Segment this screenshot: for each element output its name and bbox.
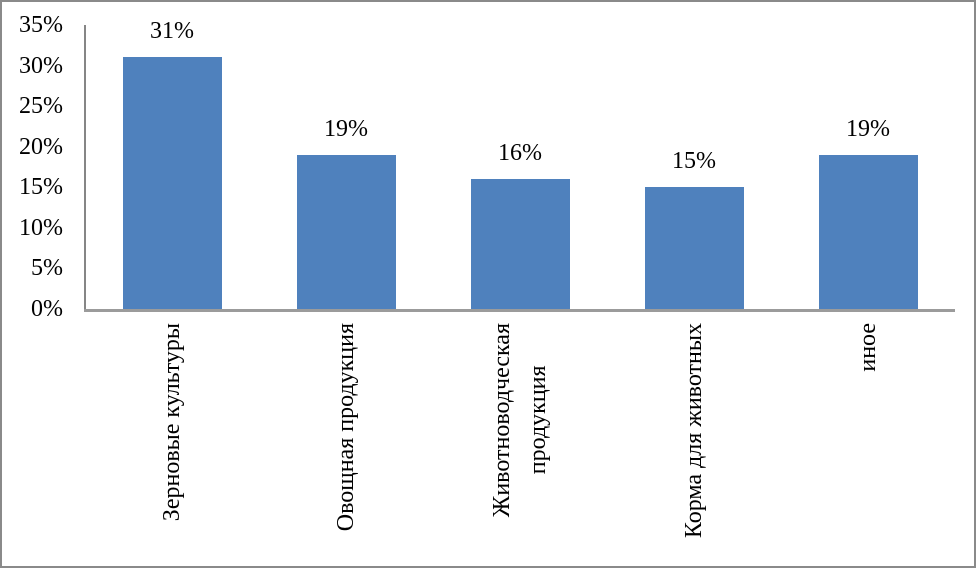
category-label-cell: Зерновые культуры — [85, 323, 259, 563]
y-axis-tick-label: 30% — [19, 52, 63, 79]
category-label: Корма для животных — [681, 323, 707, 539]
y-axis-tick-label: 0% — [31, 296, 63, 322]
bar-value-label: 15% — [672, 148, 716, 174]
y-axis-tick-label: 35% — [19, 12, 63, 38]
bar-value-label: 19% — [324, 116, 368, 142]
y-axis-tick-label: 25% — [19, 93, 63, 120]
bar — [819, 155, 918, 309]
y-axis-tick-label: 15% — [19, 174, 63, 201]
y-axis-tick-label: 20% — [19, 133, 63, 160]
bar — [123, 57, 222, 309]
category-label: Животноводческая продукция — [489, 323, 551, 518]
x-axis-line — [84, 309, 955, 312]
bar-value-label: 31% — [150, 18, 194, 44]
bar — [645, 187, 744, 309]
bar — [297, 155, 396, 309]
category-label-cell: Овощная продукция — [259, 323, 433, 563]
category-label: Овощная продукция — [333, 323, 359, 532]
category-label: иное — [855, 323, 881, 372]
y-axis-tick-label: 10% — [19, 214, 63, 241]
category-label: Зерновые культуры — [159, 323, 185, 522]
category-label-cell: Корма для животных — [607, 323, 781, 563]
y-axis-line — [84, 25, 86, 311]
y-axis-tick-label: 5% — [31, 255, 63, 282]
bar — [471, 179, 570, 309]
bar-value-label: 16% — [498, 140, 542, 166]
category-label-cell: Животноводческая продукция — [433, 323, 607, 563]
bar-value-label: 19% — [846, 116, 890, 142]
category-label-cell: иное — [781, 323, 955, 563]
